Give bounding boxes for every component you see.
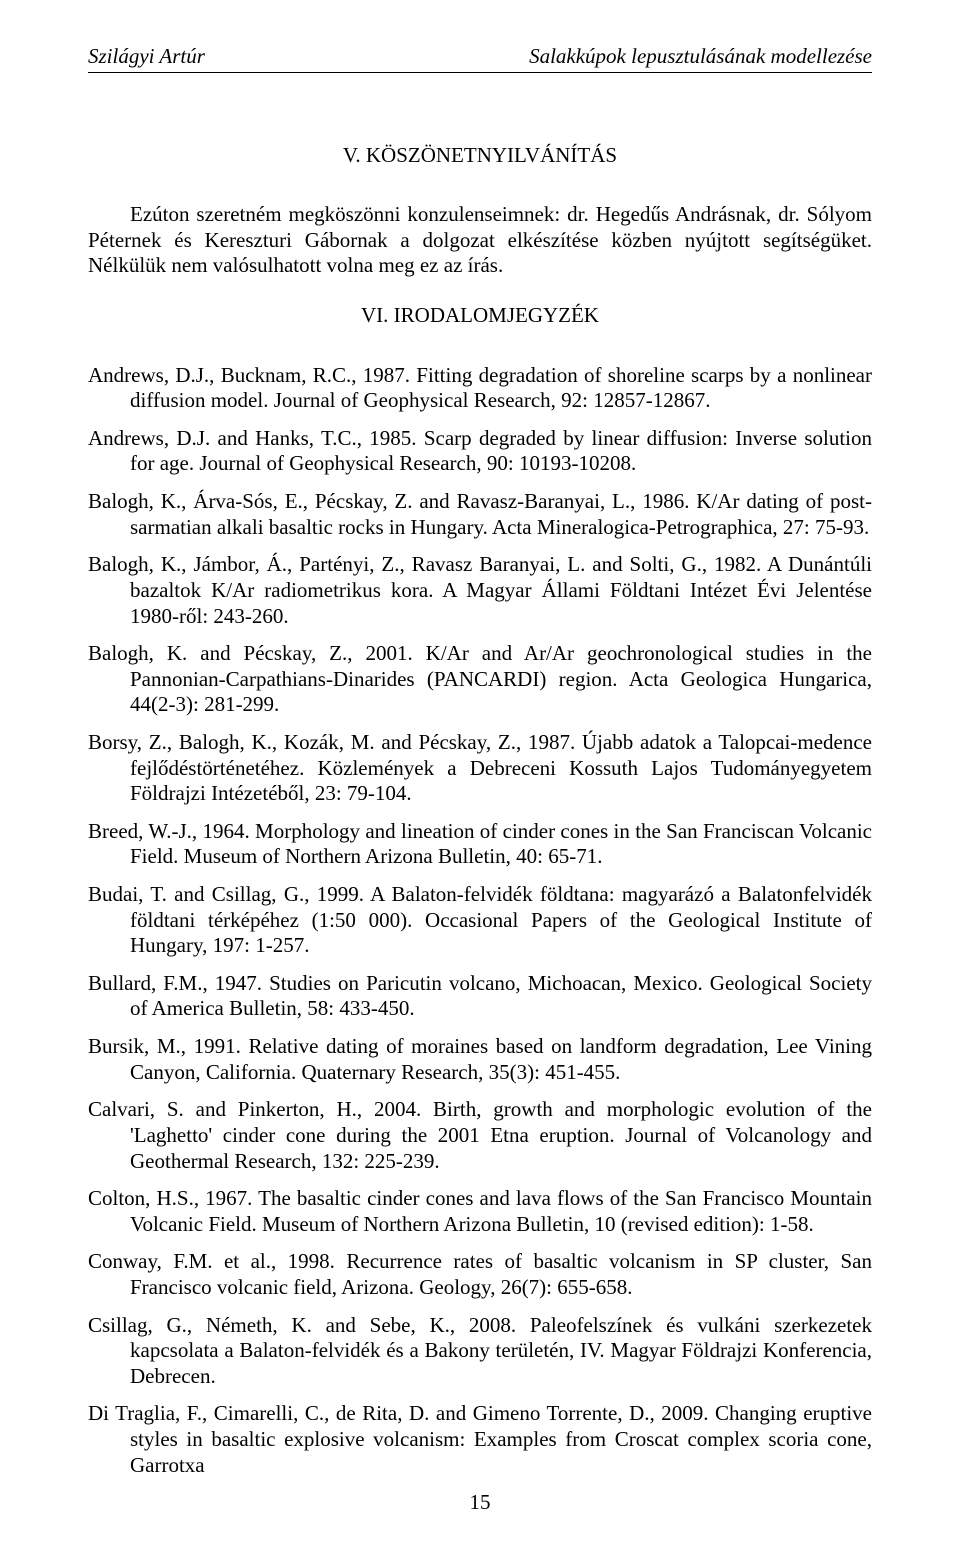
- reference-entry: Csillag, G., Németh, K. and Sebe, K., 20…: [88, 1313, 872, 1390]
- reference-entry: Balogh, K., Árva-Sós, E., Pécskay, Z. an…: [88, 489, 872, 540]
- reference-entry: Budai, T. and Csillag, G., 1999. A Balat…: [88, 882, 872, 959]
- reference-entry: Conway, F.M. et al., 1998. Recurrence ra…: [88, 1249, 872, 1300]
- page: Szilágyi Artúr Salakkúpok lepusztulásána…: [0, 0, 960, 1556]
- running-head: Szilágyi Artúr Salakkúpok lepusztulásána…: [88, 44, 872, 73]
- reference-entry: Borsy, Z., Balogh, K., Kozák, M. and Péc…: [88, 730, 872, 807]
- reference-entry: Bursik, M., 1991. Relative dating of mor…: [88, 1034, 872, 1085]
- running-head-right: Salakkúpok lepusztulásának modellezése: [529, 44, 872, 70]
- bibliography-list: Andrews, D.J., Bucknam, R.C., 1987. Fitt…: [88, 363, 872, 1479]
- section-title-text: VI. IRODALOMJEGYZÉK: [361, 303, 599, 327]
- running-head-left: Szilágyi Artúr: [88, 44, 205, 70]
- section-title-acknowledgements: V. KÖSZÖNETNYILVÁNÍTÁS: [88, 143, 872, 169]
- page-number: 15: [88, 1490, 872, 1516]
- acknowledgements-paragraph: Ezúton szeretném megköszönni konzulensei…: [88, 202, 872, 279]
- reference-entry: Balogh, K. and Pécskay, Z., 2001. K/Ar a…: [88, 641, 872, 718]
- reference-entry: Andrews, D.J. and Hanks, T.C., 1985. Sca…: [88, 426, 872, 477]
- reference-entry: Balogh, K., Jámbor, Á., Partényi, Z., Ra…: [88, 552, 872, 629]
- reference-entry: Andrews, D.J., Bucknam, R.C., 1987. Fitt…: [88, 363, 872, 414]
- section-title-bibliography: VI. IRODALOMJEGYZÉK: [88, 303, 872, 329]
- reference-entry: Di Traglia, F., Cimarelli, C., de Rita, …: [88, 1401, 872, 1478]
- section-title-text: V. KÖSZÖNETNYILVÁNÍTÁS: [343, 143, 617, 167]
- reference-entry: Colton, H.S., 1967. The basaltic cinder …: [88, 1186, 872, 1237]
- reference-entry: Breed, W.-J., 1964. Morphology and linea…: [88, 819, 872, 870]
- reference-entry: Bullard, F.M., 1947. Studies on Paricuti…: [88, 971, 872, 1022]
- reference-entry: Calvari, S. and Pinkerton, H., 2004. Bir…: [88, 1097, 872, 1174]
